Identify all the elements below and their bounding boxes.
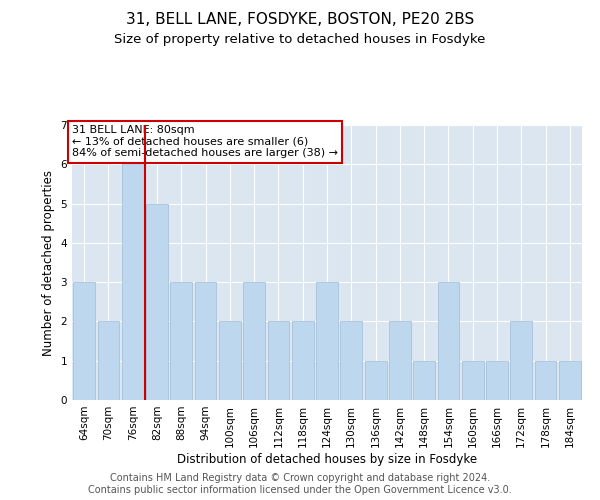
Bar [146, 204, 168, 400]
Bar [462, 360, 484, 400]
Text: 31 BELL LANE: 80sqm
← 13% of detached houses are smaller (6)
84% of semi-detache: 31 BELL LANE: 80sqm ← 13% of detached ho… [72, 125, 338, 158]
Bar [389, 322, 411, 400]
Bar [365, 360, 386, 400]
Bar [559, 360, 581, 400]
Bar [340, 322, 362, 400]
Bar [486, 360, 508, 400]
Text: Size of property relative to detached houses in Fosdyke: Size of property relative to detached ho… [115, 32, 485, 46]
Bar [170, 282, 192, 400]
Bar [268, 322, 289, 400]
Y-axis label: Number of detached properties: Number of detached properties [42, 170, 55, 356]
Bar [194, 282, 217, 400]
Bar [316, 282, 338, 400]
Bar [97, 322, 119, 400]
Bar [292, 322, 314, 400]
Text: 31, BELL LANE, FOSDYKE, BOSTON, PE20 2BS: 31, BELL LANE, FOSDYKE, BOSTON, PE20 2BS [126, 12, 474, 28]
Bar [413, 360, 435, 400]
Text: Contains HM Land Registry data © Crown copyright and database right 2024.
Contai: Contains HM Land Registry data © Crown c… [88, 474, 512, 495]
Bar [122, 125, 143, 400]
X-axis label: Distribution of detached houses by size in Fosdyke: Distribution of detached houses by size … [177, 452, 477, 466]
Bar [243, 282, 265, 400]
Bar [219, 322, 241, 400]
Bar [437, 282, 460, 400]
Bar [73, 282, 95, 400]
Bar [511, 322, 532, 400]
Bar [535, 360, 556, 400]
